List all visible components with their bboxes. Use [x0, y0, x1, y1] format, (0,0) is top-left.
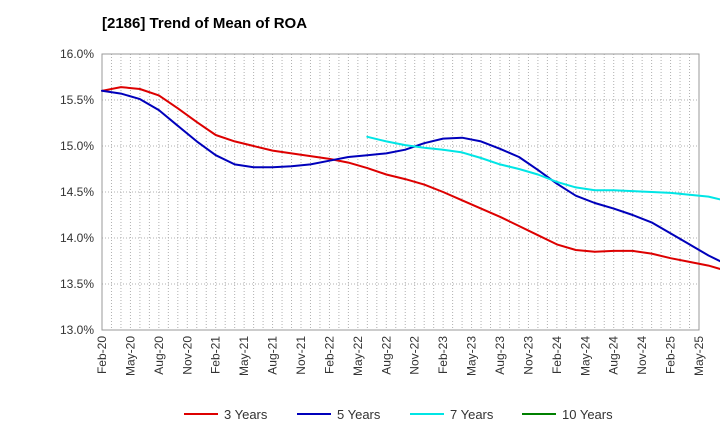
x-tick-label: Feb-20 — [95, 336, 109, 374]
x-tick-label: Nov-20 — [180, 336, 194, 375]
x-tick-label: Feb-23 — [436, 336, 450, 374]
x-tick-label: Feb-21 — [209, 336, 223, 374]
series-line-5-years — [101, 89, 720, 263]
x-tick-label: Nov-22 — [408, 336, 422, 375]
legend-label: 3 Years — [224, 407, 268, 422]
x-tick-label: Aug-20 — [152, 336, 166, 375]
legend-label: 7 Years — [450, 407, 494, 422]
y-tick-label: 15.0% — [60, 139, 94, 153]
grid — [102, 54, 699, 330]
legend-label: 5 Years — [337, 407, 381, 422]
x-tick-label: May-22 — [351, 336, 365, 376]
series-line-3-years — [101, 86, 720, 270]
series-lines — [101, 86, 720, 270]
x-tick-label: May-25 — [692, 336, 706, 376]
chart-title: [2186] Trend of Mean of ROA — [102, 15, 308, 32]
y-tick-label: 16.0% — [60, 47, 94, 61]
x-tick-label: May-20 — [123, 336, 137, 376]
x-tick-label: Nov-21 — [294, 336, 308, 375]
series-line-7-years — [366, 135, 720, 201]
y-tick-label: 13.5% — [60, 277, 94, 291]
plot-frame — [101, 53, 700, 331]
y-tick-label: 13.0% — [60, 323, 94, 337]
x-tick-label: Aug-22 — [379, 336, 393, 375]
y-tick-label: 15.5% — [60, 93, 94, 107]
legend-label: 10 Years — [562, 407, 613, 422]
x-tick-label: Nov-24 — [635, 336, 649, 375]
legend: 3 Years 5 Years 7 Years 10 Years — [184, 407, 613, 422]
x-tick-label: Aug-23 — [493, 336, 507, 375]
y-axis-ticks: 13.0% 13.5% 14.0% 14.5% 15.0% 15.5% 16.0% — [60, 47, 94, 337]
x-tick-label: May-24 — [578, 336, 592, 376]
x-tick-label: Aug-21 — [266, 336, 280, 375]
x-tick-label: Nov-23 — [521, 336, 535, 375]
x-tick-label: Feb-24 — [550, 336, 564, 374]
x-tick-label: May-23 — [465, 336, 479, 376]
x-tick-label: Feb-22 — [322, 336, 336, 374]
x-axis-ticks: Feb-20 May-20 Aug-20 Nov-20 Feb-21 May-21 Aug-… — [95, 336, 706, 376]
y-tick-label: 14.0% — [60, 231, 94, 245]
x-tick-label: Aug-24 — [607, 336, 621, 375]
y-tick-label: 14.5% — [60, 185, 94, 199]
x-tick-label: May-21 — [237, 336, 251, 376]
x-tick-label: Feb-25 — [664, 336, 678, 374]
